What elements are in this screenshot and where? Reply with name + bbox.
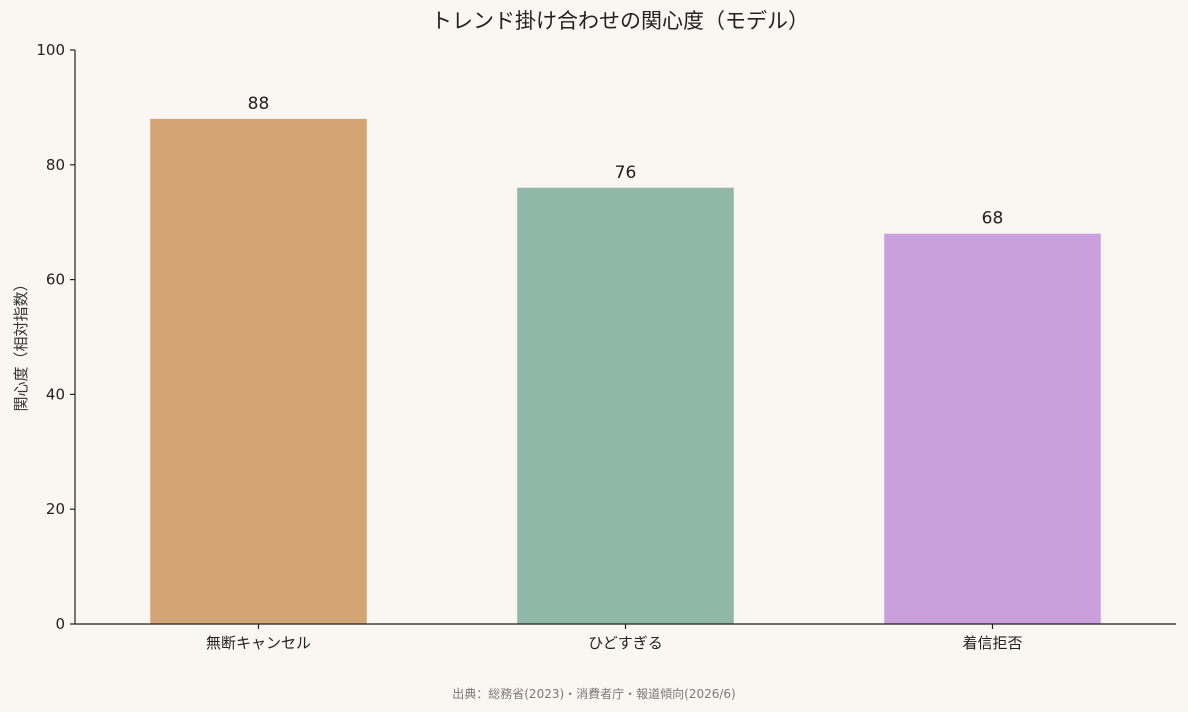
x-tick-label: 着信拒否 [962,634,1022,652]
y-tick-label: 0 [55,615,65,633]
bar-series [150,118,1101,624]
y-axis-ticks: 0 20 40 60 80 100 [36,41,75,633]
bar [884,233,1101,624]
bar-value-label: 88 [248,94,270,114]
bar [150,118,367,624]
x-axis-tick-labels: 無断キャンセル ひどすぎる 着信拒否 [206,624,1023,652]
y-tick-label: 60 [46,271,65,289]
bar-value-label: 76 [615,163,637,183]
y-axis-title: 関心度（相対指数） [12,276,30,411]
bar-value-label: 68 [982,209,1004,229]
bar [517,187,734,624]
y-tick-label: 100 [36,41,65,59]
x-tick-label: 無断キャンセル [206,634,311,652]
y-tick-label: 40 [46,385,65,403]
chart-title: トレンド掛け合わせの関心度（モデル） [431,9,809,33]
y-tick-label: 20 [46,500,65,518]
x-tick-label: ひどすぎる [588,634,663,652]
source-note: 出典：総務省(2023)・消費者庁・報道傾向(2026/6) [452,686,735,701]
y-tick-label: 80 [46,156,65,174]
value-labels: 88 76 68 [248,94,1004,229]
